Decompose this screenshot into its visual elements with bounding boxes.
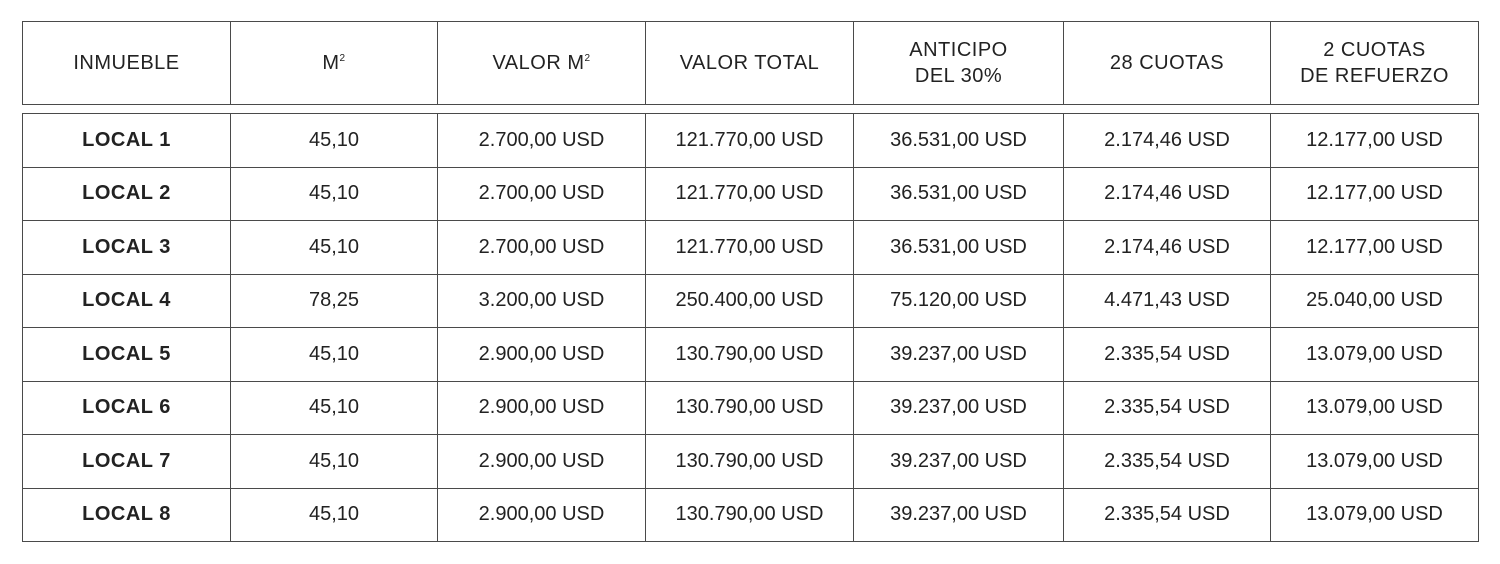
cell-28-cuotas: 2.335,54 USD — [1063, 327, 1271, 382]
cell-valor-m2: 2.700,00 USD — [437, 166, 646, 221]
cell-28-cuotas: 2.174,46 USD — [1063, 220, 1271, 275]
cell-28-cuotas: 2.174,46 USD — [1063, 166, 1271, 221]
table-row: LOCAL 1 45,10 2.700,00 USD 121.770,00 USD 36… — [22, 113, 1479, 168]
cell-anticipo: 39.237,00 USD — [853, 487, 1064, 542]
header-label: ANTICIPO — [909, 39, 1008, 61]
column-header-valor-total: VALOR TOTAL — [645, 21, 854, 105]
cell-cuotas-refuerzo: 12.177,00 USD — [1270, 220, 1479, 275]
cell-inmueble: LOCAL 7 — [22, 434, 231, 489]
cell-inmueble: LOCAL 3 — [22, 220, 231, 275]
cell-cuotas-refuerzo: 13.079,00 USD — [1270, 487, 1479, 542]
cell-28-cuotas: 2.335,54 USD — [1063, 380, 1271, 435]
header-label: DE REFUERZO — [1300, 65, 1449, 87]
cell-anticipo: 75.120,00 USD — [853, 273, 1064, 328]
table-row: LOCAL 6 45,10 2.900,00 USD 130.790,00 USD 39… — [22, 380, 1479, 435]
cell-m2: 45,10 — [230, 327, 438, 382]
cell-cuotas-refuerzo: 13.079,00 USD — [1270, 327, 1479, 382]
cell-anticipo: 39.237,00 USD — [853, 327, 1064, 382]
header-label: 28 CUOTAS — [1109, 52, 1225, 74]
cell-inmueble: LOCAL 5 — [22, 327, 231, 382]
cell-valor-total: 130.790,00 USD — [645, 327, 854, 382]
cell-valor-m2: 3.200,00 USD — [437, 273, 646, 328]
cell-valor-m2: 2.900,00 USD — [437, 434, 646, 489]
column-header-anticipo: ANTICIPO DEL 30% — [853, 21, 1064, 105]
cell-cuotas-refuerzo: 12.177,00 USD — [1270, 166, 1479, 221]
header-label: INMUEBLE — [73, 52, 180, 74]
cell-28-cuotas: 4.471,43 USD — [1063, 273, 1271, 328]
cell-anticipo: 39.237,00 USD — [853, 380, 1064, 435]
cell-m2: 45,10 — [230, 487, 438, 542]
cell-inmueble: LOCAL 8 — [22, 487, 231, 542]
table-row: LOCAL 2 45,10 2.700,00 USD 121.770,00 USD 36… — [22, 166, 1479, 221]
cell-m2: 45,10 — [230, 434, 438, 489]
cell-cuotas-refuerzo: 25.040,00 USD — [1270, 273, 1479, 328]
cell-anticipo: 36.531,00 USD — [853, 220, 1064, 275]
cell-inmueble: LOCAL 2 — [22, 166, 231, 221]
header-row: INMUEBLE M2 VALOR M2 VALOR TOTAL ANTICIPO DEL… — [22, 21, 1479, 105]
table-row: LOCAL 4 78,25 3.200,00 USD 250.400,00 USD 75… — [22, 273, 1479, 328]
cell-valor-m2: 2.700,00 USD — [437, 220, 646, 275]
cell-28-cuotas: 2.174,46 USD — [1063, 113, 1271, 168]
cell-valor-total: 250.400,00 USD — [645, 273, 854, 328]
cell-m2: 78,25 — [230, 273, 438, 328]
cell-valor-m2: 2.900,00 USD — [437, 487, 646, 542]
cell-inmueble: LOCAL 1 — [22, 113, 231, 168]
column-header-28-cuotas: 28 CUOTAS — [1063, 21, 1271, 105]
header-label: M — [322, 52, 340, 74]
cell-valor-total: 121.770,00 USD — [645, 220, 854, 275]
cell-cuotas-refuerzo: 12.177,00 USD — [1270, 113, 1479, 168]
cell-valor-total: 130.790,00 USD — [645, 434, 854, 489]
table-row: LOCAL 8 45,10 2.900,00 USD 130.790,00 USD 39… — [22, 487, 1479, 542]
superscript: 2 — [339, 53, 346, 64]
superscript: 2 — [584, 53, 591, 64]
cell-m2: 45,10 — [230, 380, 438, 435]
cell-valor-total: 121.770,00 USD — [645, 166, 854, 221]
cell-cuotas-refuerzo: 13.079,00 USD — [1270, 434, 1479, 489]
cell-inmueble: LOCAL 6 — [22, 380, 231, 435]
cell-valor-m2: 2.700,00 USD — [437, 113, 646, 168]
header-label: VALOR TOTAL — [679, 52, 820, 74]
column-header-valor-m2: VALOR M2 — [437, 21, 646, 105]
column-header-m2: M2 — [230, 21, 438, 105]
table-row: LOCAL 5 45,10 2.900,00 USD 130.790,00 USD 39… — [22, 327, 1479, 382]
cell-valor-m2: 2.900,00 USD — [437, 380, 646, 435]
cell-m2: 45,10 — [230, 220, 438, 275]
header-table: INMUEBLE M2 VALOR M2 VALOR TOTAL ANTICIPO DEL… — [22, 21, 1479, 105]
cell-valor-total: 130.790,00 USD — [645, 380, 854, 435]
cell-cuotas-refuerzo: 13.079,00 USD — [1270, 380, 1479, 435]
cell-anticipo: 36.531,00 USD — [853, 113, 1064, 168]
cell-inmueble: LOCAL 4 — [22, 273, 231, 328]
cell-valor-total: 130.790,00 USD — [645, 487, 854, 542]
table-row: LOCAL 7 45,10 2.900,00 USD 130.790,00 USD 39… — [22, 434, 1479, 489]
header-label: DEL 30% — [914, 65, 1003, 87]
header-label: VALOR M — [492, 52, 585, 74]
cell-valor-m2: 2.900,00 USD — [437, 327, 646, 382]
cell-28-cuotas: 2.335,54 USD — [1063, 434, 1271, 489]
cell-anticipo: 39.237,00 USD — [853, 434, 1064, 489]
cell-m2: 45,10 — [230, 113, 438, 168]
cell-valor-total: 121.770,00 USD — [645, 113, 854, 168]
cell-anticipo: 36.531,00 USD — [853, 166, 1064, 221]
cell-m2: 45,10 — [230, 166, 438, 221]
column-header-cuotas-refuerzo: 2 CUOTAS DE REFUERZO — [1270, 21, 1479, 105]
header-label: 2 CUOTAS — [1323, 39, 1426, 61]
cell-28-cuotas: 2.335,54 USD — [1063, 487, 1271, 542]
table-row: LOCAL 3 45,10 2.700,00 USD 121.770,00 USD 36… — [22, 220, 1479, 275]
pricing-table: LOCAL 1 45,10 2.700,00 USD 121.770,00 USD 36… — [22, 113, 1479, 542]
column-header-inmueble: INMUEBLE — [22, 21, 231, 105]
